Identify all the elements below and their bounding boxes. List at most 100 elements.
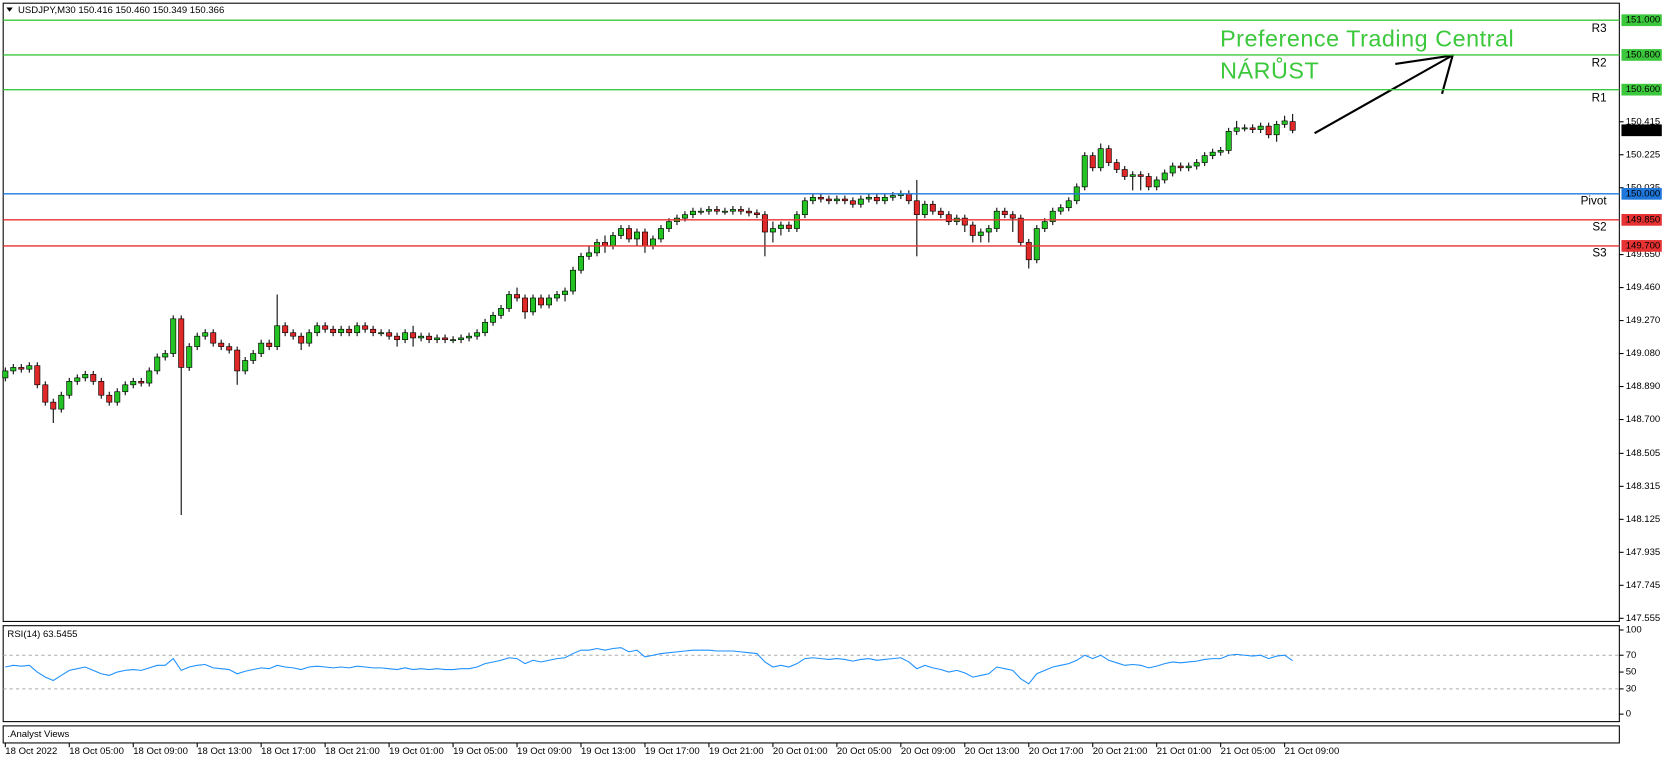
candle-body: [586, 252, 592, 257]
candle-body: [1009, 214, 1016, 219]
candle-body: [969, 224, 976, 236]
level-name: R1: [1592, 91, 1607, 104]
rsi-tick-label: 30: [1626, 683, 1637, 694]
x-tick-label: 19 Oct 21:00: [709, 746, 764, 757]
y-tick-label: 149.460: [1626, 282, 1661, 293]
candle-body: [58, 394, 65, 410]
candle-body: [705, 209, 712, 212]
candle-body: [578, 256, 584, 271]
candle-body: [1057, 207, 1064, 212]
candle-body: [1041, 221, 1048, 229]
current-price: 150.366: [1626, 125, 1661, 136]
candle-body: [1177, 165, 1184, 169]
rsi-title: RSI(14) 63.5455: [7, 629, 77, 640]
candle-body: [1121, 169, 1128, 177]
candle-body: [761, 214, 768, 233]
candle-body: [562, 290, 568, 295]
y-tick-label: 148.505: [1626, 448, 1661, 459]
candle-body: [498, 308, 505, 316]
current-price-box: [1621, 124, 1662, 137]
candle-body: [42, 384, 49, 403]
x-tick-label: 19 Oct 05:00: [453, 746, 508, 757]
candle-body: [610, 235, 616, 247]
level-name: R2: [1592, 57, 1607, 70]
candle-body: [242, 360, 249, 372]
candle-body: [298, 335, 305, 344]
candle-body: [34, 365, 41, 386]
candle-body: [546, 297, 552, 306]
candle-body: [474, 332, 481, 337]
candle-body: [194, 335, 201, 347]
candle-body: [1233, 127, 1240, 132]
candle-body: [833, 198, 840, 202]
candle-body: [218, 342, 225, 347]
candle-body: [1257, 125, 1264, 130]
candle-body: [466, 335, 473, 339]
candle-body: [1089, 155, 1096, 169]
candle-body: [1129, 174, 1136, 177]
y-tick-label: 148.315: [1626, 481, 1661, 492]
candle-body: [202, 332, 209, 337]
candle-body: [1033, 228, 1040, 261]
candle-body: [178, 318, 185, 368]
candle-body: [90, 374, 97, 382]
candle-body: [186, 346, 193, 368]
candle-body: [745, 210, 752, 214]
candle-body: [434, 337, 441, 340]
candle-body: [314, 325, 321, 334]
level-price: 149.700: [1626, 240, 1661, 251]
candle-body: [1017, 217, 1024, 243]
y-tick-label: 148.125: [1626, 514, 1661, 525]
candle-body: [482, 321, 489, 334]
candle-body: [985, 228, 992, 233]
candle-body: [170, 318, 177, 354]
candle-body: [554, 294, 560, 299]
candle-body: [530, 297, 537, 313]
x-tick-label: 19 Oct 17:00: [645, 746, 700, 757]
candle-body: [1201, 155, 1208, 163]
candle-body: [905, 193, 912, 202]
candle-body: [873, 196, 880, 202]
level-name: R3: [1592, 22, 1607, 35]
candle-body: [881, 196, 888, 202]
candle-body: [913, 200, 920, 215]
candle-body: [634, 231, 640, 240]
x-tick-label: 20 Oct 05:00: [837, 746, 892, 757]
candle-body: [418, 335, 425, 339]
candle-body: [26, 365, 33, 370]
candle-body: [681, 214, 688, 219]
candle-body: [801, 200, 808, 215]
candle-body: [154, 356, 161, 372]
y-tick-label: 148.890: [1626, 381, 1661, 392]
candle-body: [1169, 165, 1176, 174]
candle-body: [514, 294, 521, 299]
annotation: NÁRŮST: [1220, 56, 1319, 84]
annotation: Preference Trading Central: [1220, 26, 1514, 52]
candle-body: [857, 198, 864, 205]
rsi-panel: [2, 625, 1620, 723]
candle-body: [1049, 210, 1056, 222]
candle-body: [618, 228, 624, 236]
candle-body: [66, 381, 73, 396]
x-tick-label: 20 Oct 09:00: [901, 746, 956, 757]
level-price-box: [1621, 240, 1662, 252]
candle-body: [322, 325, 329, 330]
candle-body: [809, 196, 816, 202]
candle-body: [961, 217, 968, 226]
candle-body: [346, 328, 353, 334]
candle-body: [306, 332, 313, 344]
candle-body: [362, 325, 369, 330]
candle-body: [74, 377, 81, 382]
candle-body: [825, 198, 832, 202]
level-price: 150.000: [1626, 188, 1661, 199]
candle-body: [122, 384, 129, 393]
collapse-icon: [6, 7, 13, 12]
candle-body: [1217, 150, 1224, 153]
candle-body: [841, 198, 848, 202]
candle-body: [226, 346, 233, 351]
candle-body: [266, 342, 273, 347]
candle-body: [721, 210, 728, 213]
candle-body: [458, 337, 465, 340]
